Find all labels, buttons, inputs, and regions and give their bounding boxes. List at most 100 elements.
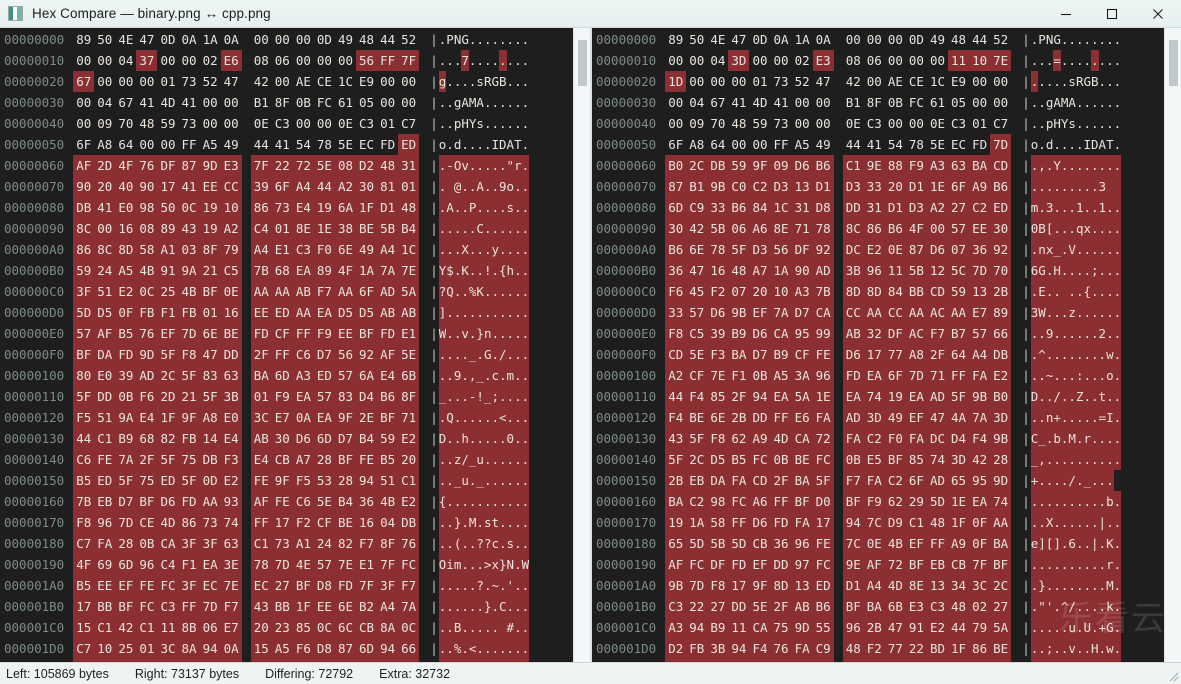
ascii-char-diff[interactable]: K xyxy=(476,281,484,302)
ascii-char-diff[interactable]: . xyxy=(1060,407,1069,428)
ascii-char-diff[interactable]: . xyxy=(514,407,522,428)
ascii-char-diff[interactable]: _ xyxy=(453,470,462,491)
ascii-char-diff[interactable]: 3 xyxy=(1068,659,1076,662)
hex-byte-diff[interactable]: EF xyxy=(749,302,771,323)
ascii-char-diff[interactable]: . xyxy=(1106,281,1114,302)
hex-byte-diff[interactable]: DD xyxy=(728,596,750,617)
ascii-char-diff[interactable] xyxy=(1060,281,1069,302)
ascii-char-diff[interactable]: . xyxy=(468,596,477,617)
hex-byte-diff[interactable]: 8D xyxy=(115,239,137,260)
hex-byte-diff[interactable]: DC xyxy=(926,428,949,449)
hex-byte-diff[interactable]: B4 xyxy=(334,491,357,512)
ascii-char-diff[interactable]: . xyxy=(461,554,469,575)
ascii-char-diff[interactable]: r xyxy=(1083,659,1091,662)
ascii-char-diff[interactable]: @ xyxy=(453,176,462,197)
ascii-char-diff[interactable]: . xyxy=(1083,596,1091,617)
hex-byte-diff[interactable]: 7E xyxy=(220,575,242,596)
hex-byte-diff[interactable]: F4 xyxy=(812,659,834,662)
hex-row[interactable]: 000000E0 F8 C5 39 B9 D6 CA 95 99 AB 32 DF AC F7 B7 57 66… xyxy=(592,323,1164,344)
ascii-char-diff[interactable]: . xyxy=(1068,344,1076,365)
hex-byte-diff[interactable]: 72 xyxy=(842,659,864,662)
ascii-char-diff[interactable]: m xyxy=(1030,197,1039,218)
hex-byte-diff[interactable]: 0E xyxy=(220,281,242,302)
ascii-char-diff[interactable]: . xyxy=(1038,323,1046,344)
hex-byte-diff[interactable]: 5B xyxy=(707,533,729,554)
hex-byte-diff[interactable]: DB xyxy=(398,512,420,533)
hex-byte-diff[interactable]: E1 xyxy=(356,554,378,575)
hex-byte[interactable]: 00 xyxy=(908,53,924,68)
ascii-char[interactable]: . xyxy=(438,53,447,68)
hex-byte-diff[interactable]: 3F xyxy=(199,533,221,554)
hex-byte-diff[interactable]: 10 xyxy=(220,197,242,218)
ascii-char-diff[interactable]: . xyxy=(1030,407,1039,428)
ascii-char-diff[interactable]: . xyxy=(1113,575,1122,596)
hex-byte-diff[interactable]: E3 xyxy=(115,659,137,662)
hex-byte-diff[interactable]: AD xyxy=(926,470,949,491)
hex-byte-diff[interactable]: C1 xyxy=(136,617,158,638)
hex-byte-diff[interactable]: 5A xyxy=(398,281,420,302)
hex-byte-diff[interactable]: 1F xyxy=(948,512,970,533)
hex-byte[interactable]: 41 xyxy=(139,95,155,110)
ascii-char-diff[interactable]: . xyxy=(1106,260,1114,281)
hex-byte-diff[interactable]: 21 xyxy=(178,386,200,407)
hex-row[interactable]: 000000D0 33 57 D6 9B EF 7A D7 CA CC AA CC AA AC AA E7 89… xyxy=(592,302,1164,323)
hex-byte-diff[interactable]: 7D xyxy=(271,554,293,575)
ascii-char-diff[interactable]: [ xyxy=(1045,218,1054,239)
ascii-char[interactable]: . xyxy=(506,53,515,68)
hex-byte-diff[interactable]: AB xyxy=(842,323,864,344)
hex-byte-diff[interactable]: AA xyxy=(905,302,927,323)
hex-byte-diff[interactable]: 84 xyxy=(749,659,771,662)
hex-byte-diff[interactable]: E0 xyxy=(94,365,116,386)
ascii-char-diff[interactable]: . xyxy=(1030,176,1039,197)
ascii-char-diff[interactable]: . xyxy=(1038,554,1046,575)
ascii-char-diff[interactable]: . xyxy=(468,554,477,575)
ascii-char-diff[interactable]: $ xyxy=(446,260,454,281)
ascii-char-diff[interactable]: . xyxy=(1075,554,1084,575)
hex-byte-diff[interactable]: EE xyxy=(199,176,221,197)
hex-byte-diff[interactable]: DF xyxy=(707,554,729,575)
hex-byte[interactable]: 41 xyxy=(181,95,197,110)
hex-byte-diff[interactable]: 96 xyxy=(136,554,158,575)
hex-byte[interactable]: 00 xyxy=(972,74,988,89)
ascii-char-diff[interactable]: z xyxy=(453,449,462,470)
ascii-char[interactable]: . xyxy=(438,32,447,47)
hex-byte-diff[interactable]: 41 xyxy=(178,176,200,197)
hex-byte-diff[interactable]: 7E xyxy=(707,365,729,386)
hex-byte-diff[interactable]: C3 xyxy=(926,596,949,617)
ascii-char-diff[interactable]: . xyxy=(483,575,492,596)
ascii-char-diff[interactable]: : xyxy=(1075,365,1084,386)
hex-byte[interactable]: 00 xyxy=(223,116,239,131)
hex-byte-diff[interactable]: 1C xyxy=(398,239,420,260)
ascii-char-diff[interactable]: . xyxy=(1091,239,1099,260)
hex-byte-diff[interactable]: ED xyxy=(157,470,179,491)
ascii-char-diff[interactable]: . xyxy=(1106,449,1114,470)
hex-byte-diff[interactable]: 13 xyxy=(791,575,813,596)
hex-byte[interactable]: 47 xyxy=(815,74,831,89)
ascii-char-diff[interactable]: . xyxy=(1083,491,1091,512)
ascii-char-diff[interactable]: . xyxy=(1113,533,1122,554)
ascii-char-diff[interactable]: . xyxy=(1113,155,1122,176)
hex-byte-diff[interactable]: BF xyxy=(199,281,221,302)
ascii-char[interactable]: N xyxy=(453,32,462,47)
hex-row[interactable]: 00000110 5F DD 0B F6 2D 21 5F 3B 01 F9 EA 57 83 D4 B6 8F… xyxy=(0,386,573,407)
ascii-char-diff[interactable]: . xyxy=(1060,260,1069,281)
hex-byte-diff[interactable]: 4B xyxy=(136,260,158,281)
ascii-char-diff[interactable]: - xyxy=(468,386,477,407)
hex-byte[interactable]: 67 xyxy=(710,95,726,110)
hex-byte-diff[interactable]: BF xyxy=(136,491,158,512)
ascii-char-diff[interactable]: . xyxy=(506,323,515,344)
ascii-char-diff[interactable]: . xyxy=(514,638,522,659)
ascii-char-diff[interactable]: u xyxy=(1068,617,1076,638)
hex-byte-diff[interactable]: 83 xyxy=(334,386,357,407)
hex-byte-diff[interactable]: 25 xyxy=(157,281,179,302)
ascii-char-diff[interactable]: . xyxy=(1045,554,1054,575)
hex-byte[interactable]: 00 xyxy=(887,53,903,68)
hex-byte-diff[interactable]: 4F xyxy=(334,260,357,281)
hex-byte-diff[interactable]: DD xyxy=(749,407,771,428)
ascii-char-diff[interactable]: . xyxy=(1060,155,1069,176)
ascii-char-diff[interactable]: . xyxy=(446,575,454,596)
ascii-char-diff[interactable]: . xyxy=(1030,638,1039,659)
ascii-char-diff[interactable]: . xyxy=(438,575,447,596)
hex-byte-diff[interactable]: 5B xyxy=(707,218,729,239)
hex-byte-diff[interactable]: EA xyxy=(292,386,314,407)
